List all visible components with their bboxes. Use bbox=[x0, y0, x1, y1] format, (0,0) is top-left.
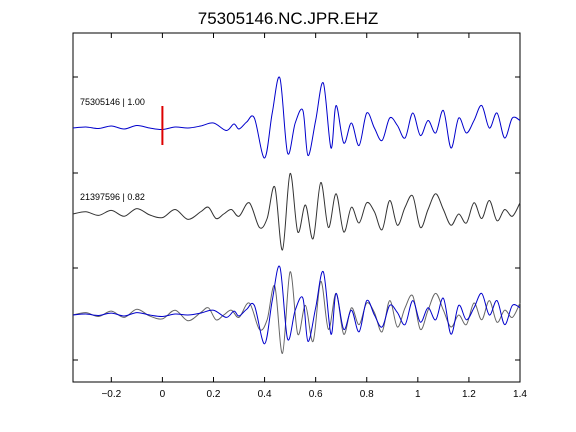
x-tick-label: 0.4 bbox=[258, 389, 272, 400]
axis-ticks: −0.2 0 0.2 0.4 0.6 0.8 1 1.2 1.4 bbox=[73, 33, 527, 400]
x-tick-label: 0.2 bbox=[207, 389, 221, 400]
x-tick-label: −0.2 bbox=[101, 389, 121, 400]
trace-label: 21397596 | 0.82 bbox=[80, 192, 145, 202]
x-tick-label: 1.4 bbox=[513, 389, 527, 400]
trace-line-2 bbox=[72, 172, 521, 251]
x-tick-label: 0 bbox=[160, 389, 166, 400]
trace-labels: 75305146 | 1.00 21397596 | 0.82 bbox=[80, 97, 145, 202]
traces bbox=[72, 76, 521, 354]
x-tick-label: 0.6 bbox=[309, 389, 323, 400]
trace-label: 75305146 | 1.00 bbox=[80, 97, 145, 107]
chart-title: 75305146.NC.JPR.EHZ bbox=[198, 9, 378, 28]
x-tick-label: 0.8 bbox=[360, 389, 374, 400]
x-tick-label: 1 bbox=[415, 389, 421, 400]
trace-line-1 bbox=[72, 76, 521, 159]
trace-line-3 bbox=[72, 265, 521, 345]
x-tick-label: 1.2 bbox=[462, 389, 476, 400]
